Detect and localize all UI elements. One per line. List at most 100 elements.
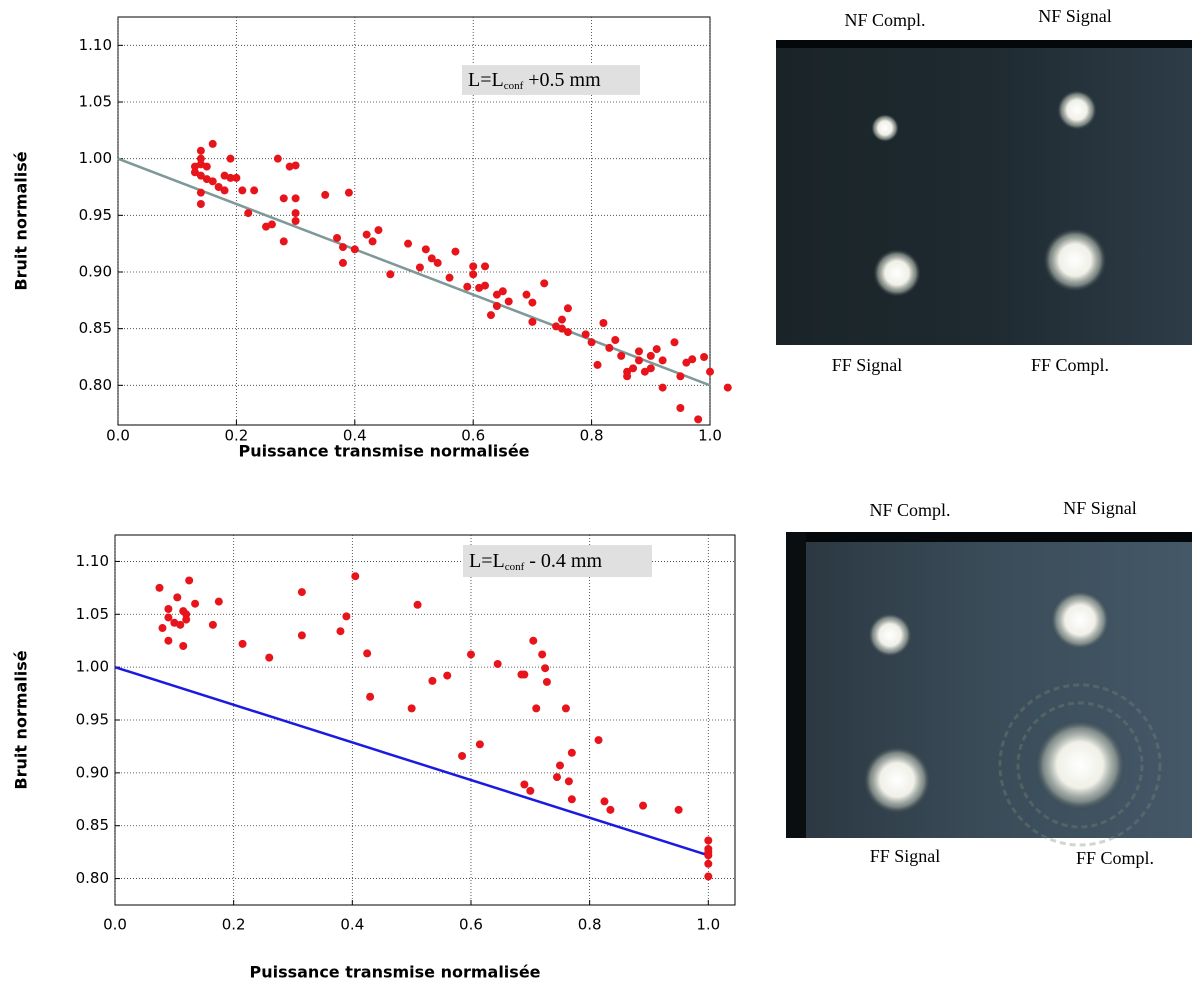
- point: [179, 642, 188, 650]
- point: [368, 237, 377, 246]
- point: [208, 139, 217, 148]
- point: [529, 636, 538, 645]
- point: [587, 338, 596, 347]
- y-tick-label: 0.85: [79, 319, 112, 337]
- x-tick-label: 1.0: [696, 916, 720, 934]
- point: [214, 597, 223, 606]
- y-tick-label: 1.10: [79, 36, 112, 54]
- point: [214, 183, 223, 191]
- point: [232, 173, 241, 182]
- point: [250, 186, 259, 195]
- point: [164, 636, 173, 645]
- photo-edge: [786, 532, 806, 838]
- x-tick-label: 0.2: [222, 916, 246, 934]
- point: [291, 217, 300, 225]
- image-label: NF Compl.: [869, 500, 950, 520]
- point: [646, 364, 655, 373]
- point: [623, 372, 632, 381]
- point: [374, 226, 383, 235]
- point: [605, 343, 614, 352]
- image-label: FF Compl.: [1031, 355, 1109, 375]
- spot: [868, 613, 912, 657]
- x-tick-label: 0.6: [461, 427, 485, 445]
- y-tick-label: 0.90: [76, 763, 109, 781]
- fringe: [1016, 701, 1144, 829]
- image-label: FF Compl.: [1076, 848, 1154, 868]
- point: [366, 692, 375, 701]
- point: [407, 704, 416, 713]
- photo: [786, 532, 1192, 838]
- annotation-text: L=L: [469, 550, 505, 572]
- point: [532, 704, 541, 713]
- point: [606, 805, 615, 814]
- y-tick-label: 1.05: [79, 93, 112, 111]
- point: [164, 613, 173, 622]
- point: [492, 290, 501, 299]
- chart: 0.0 0.2 0.4 0.6 0.8 1.0 0.80 0.85 0.90 0.95 1.00 1.…: [12, 534, 736, 982]
- point: [600, 797, 609, 806]
- point: [676, 404, 685, 412]
- point: [493, 659, 502, 668]
- x-axis-title: Puissance transmise normalisée: [249, 963, 540, 982]
- image-panel: NF Compl. NF Signal FF Signal FF Compl.: [786, 498, 1192, 868]
- point: [520, 670, 529, 679]
- point: [567, 795, 576, 804]
- point: [321, 190, 330, 199]
- annotation-box: [462, 65, 640, 95]
- point: [443, 671, 452, 680]
- spot: [1050, 590, 1110, 650]
- point: [700, 353, 709, 361]
- point: [226, 154, 235, 163]
- y-tick-label: 1.10: [76, 552, 109, 570]
- point: [629, 364, 638, 373]
- point: [413, 600, 422, 609]
- point: [279, 237, 288, 246]
- point: [658, 356, 667, 365]
- annotation-subscript: conf: [505, 561, 525, 573]
- point: [158, 624, 167, 633]
- point: [704, 872, 713, 881]
- spot: [863, 746, 931, 814]
- spot: [1043, 228, 1107, 292]
- point: [208, 177, 217, 186]
- point: [567, 748, 576, 757]
- point: [555, 761, 564, 770]
- annotation-suffix: +0.5 mm: [523, 69, 601, 91]
- point: [238, 186, 247, 195]
- image-panel: NF Compl. NF Signal FF Signal FF Compl.: [776, 6, 1192, 375]
- point: [344, 188, 353, 197]
- point: [528, 317, 537, 326]
- point: [581, 330, 590, 339]
- y-tick-label: 1.00: [79, 149, 112, 167]
- y-tick-label: 0.95: [76, 711, 109, 729]
- photo: [776, 40, 1192, 345]
- image-label: NF Signal: [1063, 498, 1137, 518]
- annotation-text: L=L: [468, 69, 504, 91]
- point: [528, 298, 537, 307]
- point: [191, 599, 200, 608]
- point: [336, 627, 345, 636]
- chart: 0.0 0.2 0.4 0.6 0.8 1.0 0.80 0.85 0.90 0.95 1.00 1.…: [12, 16, 732, 461]
- point: [226, 173, 235, 182]
- point: [297, 588, 306, 597]
- point: [285, 162, 294, 171]
- point: [658, 383, 667, 392]
- point: [639, 801, 648, 810]
- point: [196, 146, 205, 155]
- point: [338, 258, 347, 267]
- x-tick-label: 0.4: [340, 916, 364, 934]
- annotation-subscript: conf: [504, 80, 524, 92]
- point: [486, 311, 495, 320]
- point: [196, 171, 205, 180]
- point: [466, 650, 475, 659]
- point: [704, 851, 713, 860]
- point: [682, 358, 691, 367]
- point: [291, 161, 300, 170]
- point: [351, 572, 360, 581]
- x-tick-label: 0.0: [106, 427, 130, 445]
- image-label: FF Signal: [870, 846, 941, 866]
- point: [182, 610, 191, 619]
- x-tick-label: 0.8: [580, 427, 604, 445]
- x-tick-label: 1.0: [698, 427, 722, 445]
- point: [542, 677, 551, 686]
